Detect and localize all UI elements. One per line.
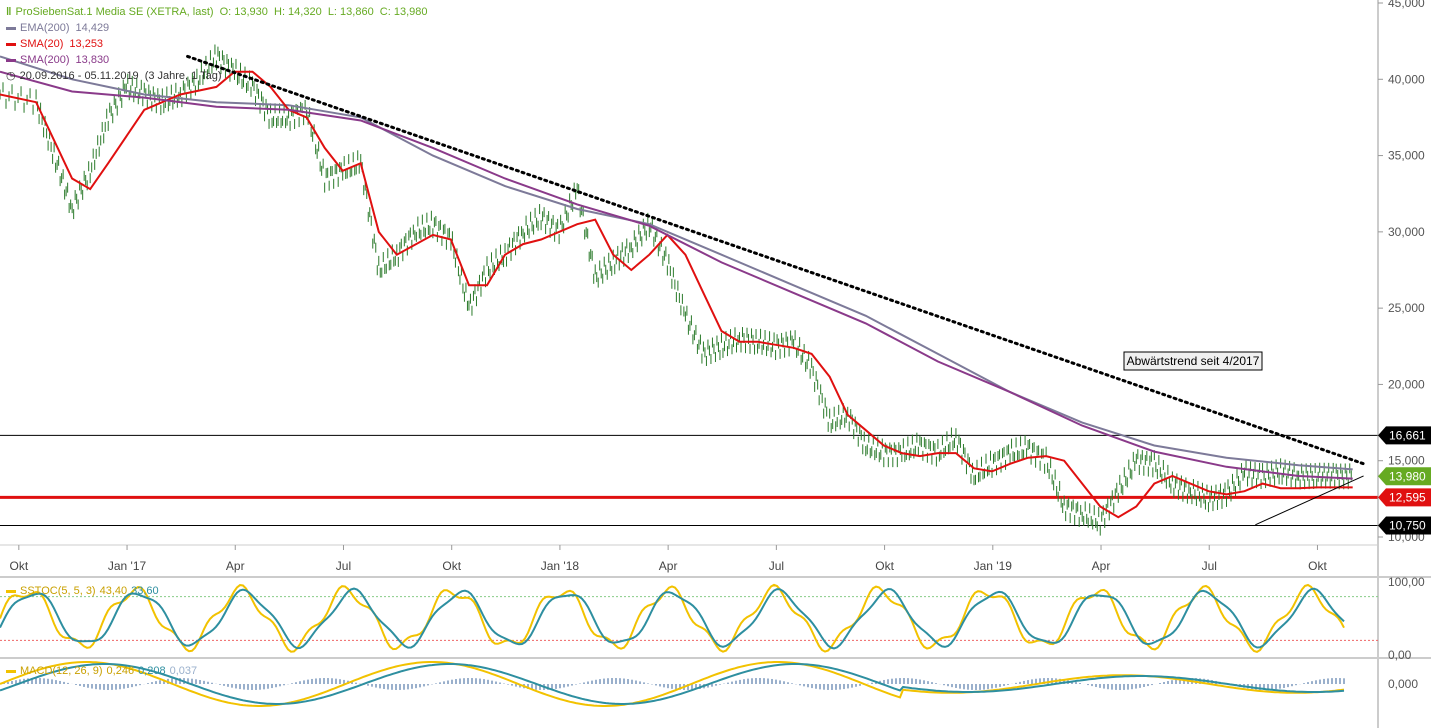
price-label-bg — [1378, 426, 1431, 445]
price-label: 16,661 — [1389, 428, 1426, 442]
sstoc-tick-label: 0,00 — [1388, 648, 1412, 662]
x-tick-label: Apr — [1092, 559, 1111, 573]
macd-signal-line — [0, 663, 1345, 705]
y-tick-label: 35,000 — [1388, 149, 1425, 163]
x-tick-label: Okt — [875, 559, 894, 573]
candles-icon: ‖ — [6, 6, 12, 18]
macd-signal: 0,208 — [138, 665, 166, 677]
support-line — [1255, 475, 1364, 526]
macd-line — [0, 661, 1345, 707]
sma200-value: 13,830 — [75, 54, 110, 66]
y-tick-label: 15,000 — [1388, 454, 1425, 468]
x-tick-label: Okt — [9, 559, 28, 573]
sstoc-tick-label: 100,00 — [1388, 575, 1425, 589]
sma200-label: SMA(200) — [20, 54, 70, 66]
ema200-label: EMA(200) — [20, 22, 70, 34]
x-tick-label: Okt — [1308, 559, 1327, 573]
x-tick-label: Jul — [1202, 559, 1217, 573]
macd-tick-label: 0,000 — [1388, 677, 1418, 691]
clock-icon: ◷ — [6, 70, 16, 82]
annotation-text: Abwärtstrend seit 4/2017 — [1127, 354, 1260, 368]
y-tick-label: 40,000 — [1388, 72, 1425, 86]
sstoc-d: 33,60 — [131, 585, 159, 597]
price-label-bg — [1378, 488, 1431, 507]
x-tick-label: Apr — [226, 559, 245, 573]
price-label-bg — [1378, 516, 1431, 535]
legend-range: ◷ 20.09.2016 - 05.11.2019 (3 Jahre, 1 Ta… — [6, 68, 428, 84]
period: (3 Jahre, 1 Tag) — [144, 70, 222, 82]
series-sma20 — [0, 70, 1353, 519]
trend-lines — [186, 54, 1366, 526]
y-tick-label: 25,000 — [1388, 301, 1425, 315]
macd-panel: 0,000 — [0, 661, 1418, 707]
sstoc-label: SSTOC(5, 5, 3) — [20, 585, 96, 597]
sma20-value: 13,253 — [69, 38, 104, 50]
legend-sma200: SMA(200) 13,830 — [6, 52, 428, 68]
price-series — [0, 44, 1353, 536]
x-tick-label: Okt — [442, 559, 461, 573]
ema200-value: 14,429 — [75, 22, 110, 34]
x-tick-label: Jul — [769, 559, 784, 573]
sstoc-panel: 100,00 0,00 — [0, 575, 1425, 662]
main-legend: ‖ ProSiebenSat.1 Media SE (XETRA, last) … — [6, 4, 428, 84]
legend-ohlc: O: 13,930 H: 14,320 L: 13,860 C: 13,980 — [219, 6, 428, 18]
legend-sma20: SMA(20) 13,253 — [6, 36, 428, 52]
sma20-label: SMA(20) — [20, 38, 64, 50]
legend-title-row: ‖ ProSiebenSat.1 Media SE (XETRA, last) … — [6, 4, 428, 20]
price-label: 12,595 — [1389, 490, 1426, 504]
support-resistance-lines — [0, 434, 1378, 527]
macd-legend: MACD(12, 26, 9) 0,246 0,208 0,037 — [6, 665, 201, 677]
sstoc-k: 43,40 — [99, 585, 128, 597]
x-tick-label: Apr — [659, 559, 678, 573]
legend-title: ProSiebenSat.1 Media SE (XETRA, last) — [15, 6, 214, 18]
y-tick-label: 45,000 — [1388, 0, 1425, 10]
macd-hist: 0,037 — [169, 665, 198, 677]
x-axis: Okt Jan '17 Apr Jul Okt Jan '18 Apr Jul Okt Jan '… — [9, 545, 1327, 573]
x-tick-label: Jan '18 — [541, 559, 580, 573]
x-tick-label: Jan '17 — [108, 559, 147, 573]
price-label: 10,750 — [1389, 519, 1426, 533]
x-tick-label: Jan '19 — [974, 559, 1013, 573]
last-price-label: 13,980 — [1389, 469, 1426, 483]
y-tick-label: 20,000 — [1388, 377, 1425, 391]
price-labels: 16,661 12,595 10,750 13,980 — [1378, 426, 1431, 535]
last-price-label-bg — [1378, 467, 1431, 486]
y-tick-label: 30,000 — [1388, 225, 1425, 239]
date-range: 20.09.2016 - 05.11.2019 — [19, 70, 139, 82]
series-ema200 — [0, 55, 1353, 471]
series-sma200 — [0, 70, 1353, 480]
sstoc-k-line — [0, 583, 1345, 653]
downtrend-line — [186, 54, 1366, 466]
macd-label: MACD(12, 26, 9) — [20, 665, 103, 677]
sstoc-d-line — [0, 587, 1345, 650]
x-tick-label: Jul — [336, 559, 351, 573]
annotation-box: Abwärtstrend seit 4/2017 — [1123, 351, 1263, 371]
macd-value: 0,246 — [106, 665, 135, 677]
legend-ema200: EMA(200) 14,429 — [6, 20, 428, 36]
sstoc-legend: SSTOC(5, 5, 3) 43,40 33,60 — [6, 585, 163, 597]
